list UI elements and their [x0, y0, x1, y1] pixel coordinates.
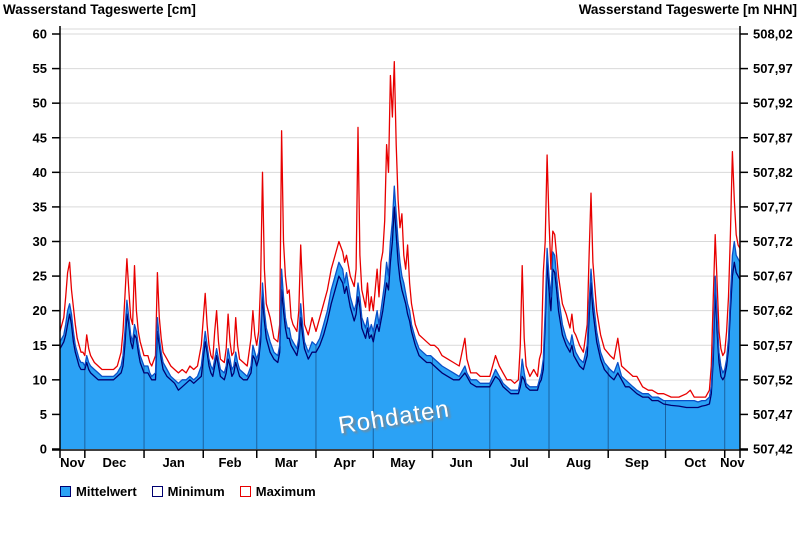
- svg-text:Mar: Mar: [275, 455, 298, 470]
- svg-text:30: 30: [33, 234, 47, 249]
- svg-text:15: 15: [33, 338, 47, 353]
- left-axis-title: Wasserstand Tageswerte [cm]: [3, 2, 196, 17]
- mittelwert-swatch-icon: [60, 486, 71, 497]
- svg-text:Sep: Sep: [625, 455, 649, 470]
- svg-text:35: 35: [33, 199, 47, 214]
- svg-text:25: 25: [33, 269, 47, 284]
- svg-text:508,02: 508,02: [753, 27, 793, 42]
- maximum-swatch-icon: [239, 486, 251, 497]
- svg-text:5: 5: [40, 407, 47, 422]
- right-axis-title: Wasserstand Tageswerte [m NHN]: [578, 2, 797, 17]
- legend-item-maximum: Maximum: [239, 484, 316, 499]
- svg-text:Oct: Oct: [684, 455, 706, 470]
- svg-text:40: 40: [33, 165, 47, 180]
- svg-text:507,42: 507,42: [753, 442, 793, 457]
- svg-text:55: 55: [33, 61, 47, 76]
- mittelwert-area: [60, 186, 740, 449]
- svg-text:507,92: 507,92: [753, 96, 793, 111]
- svg-text:Jun: Jun: [450, 455, 473, 470]
- svg-text:Aug: Aug: [566, 455, 591, 470]
- minimum-swatch-icon: [151, 486, 163, 497]
- svg-text:Feb: Feb: [218, 455, 241, 470]
- svg-text:Jan: Jan: [162, 455, 184, 470]
- svg-text:507,97: 507,97: [753, 61, 793, 76]
- maximum-line: [59, 61, 741, 398]
- legend-label-minimum: Minimum: [167, 484, 225, 499]
- svg-text:Nov: Nov: [720, 455, 745, 470]
- svg-text:Nov: Nov: [60, 455, 85, 470]
- svg-text:60: 60: [33, 27, 47, 42]
- month-gridlines-on-fill: [84, 276, 726, 449]
- legend-label-maximum: Maximum: [255, 484, 316, 499]
- legend-label-mittelwert: Mittelwert: [76, 484, 137, 499]
- legend: Mittelwert Minimum Maximum: [60, 484, 316, 499]
- svg-text:507,87: 507,87: [753, 130, 793, 145]
- svg-text:507,82: 507,82: [753, 165, 793, 180]
- svg-text:May: May: [390, 455, 416, 470]
- svg-text:507,62: 507,62: [753, 303, 793, 318]
- axes-and-ticks: [52, 26, 748, 458]
- mittelwert-line: [59, 185, 741, 403]
- axis-tick-labels: 0 507,42 5 507,47 10 507,52 15 507,57 20 507,62 25…: [33, 27, 793, 471]
- svg-text:20: 20: [33, 303, 47, 318]
- svg-text:507,67: 507,67: [753, 269, 793, 284]
- svg-text:45: 45: [33, 130, 47, 145]
- svg-text:Apr: Apr: [333, 455, 355, 470]
- svg-text:0: 0: [40, 442, 47, 457]
- svg-text:507,47: 507,47: [753, 407, 793, 422]
- svg-text:507,77: 507,77: [753, 199, 793, 214]
- svg-text:Dec: Dec: [103, 455, 127, 470]
- svg-text:507,52: 507,52: [753, 372, 793, 387]
- svg-text:507,72: 507,72: [753, 234, 793, 249]
- svg-text:10: 10: [33, 372, 47, 387]
- svg-text:507,57: 507,57: [753, 338, 793, 353]
- legend-item-mittelwert: Mittelwert: [60, 484, 137, 499]
- legend-item-minimum: Minimum: [151, 484, 225, 499]
- svg-text:50: 50: [33, 96, 47, 111]
- svg-text:Jul: Jul: [510, 455, 529, 470]
